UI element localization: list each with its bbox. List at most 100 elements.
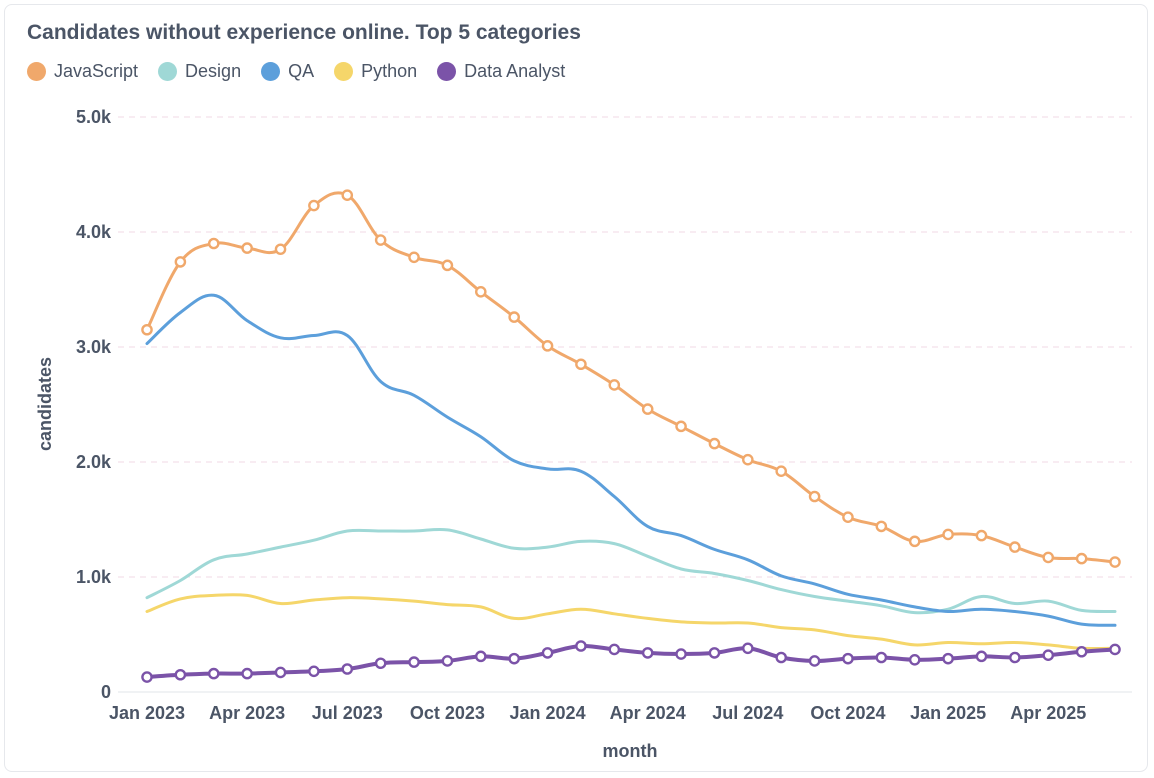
legend-label: QA <box>288 61 315 81</box>
data-point-javascript[interactable] <box>575 358 587 371</box>
data-point-javascript[interactable] <box>641 403 654 415</box>
data-point-data-analyst[interactable] <box>141 671 153 683</box>
data-point-javascript[interactable] <box>975 529 988 542</box>
x-tick-label: Jul 2024 <box>712 703 783 723</box>
data-point-javascript[interactable] <box>241 242 253 254</box>
gridlines <box>118 116 1132 693</box>
x-axis-ticks: Jan 2023 Apr 2023 Jul 2023 Oct 2023 Jan 2024… <box>109 703 1086 723</box>
y-tick-label: 1.0k <box>76 567 112 587</box>
data-point-javascript[interactable] <box>875 520 888 533</box>
legend-label: Data Analyst <box>464 61 566 81</box>
data-point-data-analyst[interactable] <box>541 647 554 659</box>
data-point-data-analyst[interactable] <box>842 652 854 665</box>
data-point-data-analyst[interactable] <box>942 652 954 665</box>
data-point-data-analyst[interactable] <box>1009 651 1021 664</box>
data-point-javascript[interactable] <box>1075 552 1088 565</box>
data-point-javascript[interactable] <box>942 528 954 541</box>
series-line-qa[interactable] <box>145 293 1117 627</box>
data-point-data-analyst[interactable] <box>374 657 387 670</box>
data-point-data-analyst[interactable] <box>808 655 821 667</box>
series-lines <box>145 191 1117 680</box>
data-point-javascript[interactable] <box>408 251 420 264</box>
legend-swatch <box>27 62 46 81</box>
data-point-data-analyst[interactable] <box>1042 649 1055 662</box>
legend-swatch <box>261 62 281 81</box>
legend-item-data-analyst[interactable]: Data Analyst <box>437 61 565 82</box>
x-tick-label: Oct 2024 <box>810 703 885 723</box>
data-point-javascript[interactable] <box>1109 556 1121 568</box>
data-point-javascript[interactable] <box>141 323 153 336</box>
x-axis-title: month <box>603 741 658 761</box>
data-point-javascript[interactable] <box>341 189 354 201</box>
series-line-javascript[interactable] <box>145 191 1117 564</box>
data-point-data-analyst[interactable] <box>775 651 788 664</box>
data-point-javascript[interactable] <box>274 243 287 256</box>
data-point-javascript[interactable] <box>174 256 187 268</box>
data-point-data-analyst[interactable] <box>274 666 287 679</box>
x-tick-label: Apr 2025 <box>1010 703 1086 723</box>
legend-item-javascript[interactable]: JavaScript <box>27 61 138 82</box>
legend-item-python[interactable]: Python <box>334 61 417 82</box>
series-line-design[interactable] <box>145 527 1117 615</box>
x-tick-label: Apr 2023 <box>209 703 285 723</box>
data-point-javascript[interactable] <box>474 285 487 298</box>
y-tick-label: 3.0k <box>76 337 112 357</box>
data-point-javascript[interactable] <box>541 340 554 352</box>
data-point-data-analyst[interactable] <box>875 651 888 664</box>
data-point-javascript[interactable] <box>608 379 621 391</box>
data-point-data-analyst[interactable] <box>608 643 621 656</box>
y-tick-label: 2.0k <box>76 452 112 472</box>
series-line-data-analyst[interactable] <box>145 643 1117 680</box>
x-tick-label: Jan 2023 <box>109 703 185 723</box>
data-point-data-analyst[interactable] <box>174 668 187 681</box>
data-point-javascript[interactable] <box>441 259 454 272</box>
data-point-data-analyst[interactable] <box>908 654 921 666</box>
data-point-javascript[interactable] <box>808 490 821 503</box>
data-point-data-analyst[interactable] <box>408 656 420 668</box>
y-tick-label: 0 <box>101 682 111 702</box>
data-point-data-analyst[interactable] <box>575 640 587 652</box>
series-markers <box>141 189 1121 683</box>
data-point-javascript[interactable] <box>1042 551 1055 564</box>
chart-title: Candidates without experience online. To… <box>27 21 581 44</box>
data-point-data-analyst[interactable] <box>241 667 253 680</box>
legend-swatch <box>334 62 354 81</box>
legend-swatch <box>437 62 457 81</box>
data-point-javascript[interactable] <box>842 511 854 524</box>
data-point-data-analyst[interactable] <box>708 647 721 659</box>
data-point-data-analyst[interactable] <box>474 650 487 663</box>
data-point-data-analyst[interactable] <box>742 642 754 655</box>
y-tick-label: 4.0k <box>76 222 112 242</box>
x-tick-label: Oct 2023 <box>410 703 485 723</box>
data-point-data-analyst[interactable] <box>308 665 320 678</box>
data-point-data-analyst[interactable] <box>641 647 654 659</box>
series-line-python[interactable] <box>145 593 1117 651</box>
legend-label: JavaScript <box>54 61 139 81</box>
data-point-javascript[interactable] <box>207 237 220 250</box>
data-point-javascript[interactable] <box>675 420 687 433</box>
data-point-data-analyst[interactable] <box>1109 643 1121 656</box>
x-tick-label: Jan 2025 <box>910 703 986 723</box>
data-point-javascript[interactable] <box>742 453 754 466</box>
legend-item-qa[interactable]: QA <box>261 61 314 82</box>
x-tick-label: Jan 2024 <box>510 703 586 723</box>
data-point-javascript[interactable] <box>1009 541 1021 553</box>
data-point-data-analyst[interactable] <box>1075 645 1088 658</box>
legend-item-design[interactable]: Design <box>158 61 241 82</box>
data-point-javascript[interactable] <box>308 199 320 212</box>
data-point-data-analyst[interactable] <box>341 663 354 675</box>
legend-swatch <box>158 62 178 81</box>
data-point-data-analyst[interactable] <box>207 667 220 680</box>
data-point-data-analyst[interactable] <box>675 648 687 660</box>
data-point-javascript[interactable] <box>374 234 387 246</box>
data-point-javascript[interactable] <box>908 535 921 548</box>
y-axis-title: candidates <box>35 357 55 451</box>
data-point-javascript[interactable] <box>508 311 520 323</box>
data-point-javascript[interactable] <box>775 465 788 478</box>
data-point-data-analyst[interactable] <box>508 652 520 665</box>
data-point-data-analyst[interactable] <box>441 655 454 667</box>
data-point-javascript[interactable] <box>708 437 721 450</box>
data-point-data-analyst[interactable] <box>975 650 988 663</box>
legend-label: Python <box>361 61 418 81</box>
